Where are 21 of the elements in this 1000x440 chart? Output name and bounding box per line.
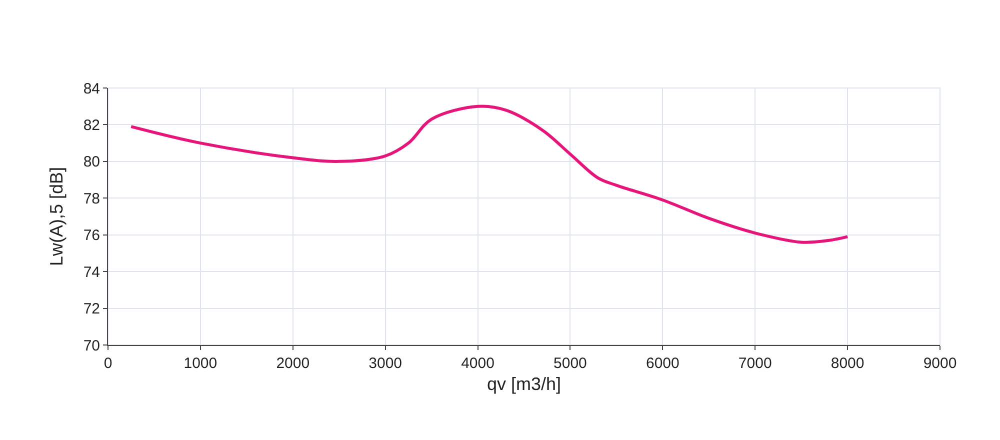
x-tick-label: 3000 [368,355,402,372]
y-tick-label: 74 [83,264,100,281]
x-tick-label: 6000 [646,355,680,372]
y-tick-label: 82 [83,116,100,134]
x-tick-label: 2000 [276,355,310,372]
y-tick-label: 76 [83,227,100,244]
y-tick-label: 84 [83,80,100,98]
y-tick-label: 70 [83,337,100,354]
x-tick-label: 8000 [830,355,864,372]
y-tick-label: 72 [83,300,100,318]
x-tick-label: 5000 [554,355,587,372]
x-tick-label: 7000 [738,355,772,372]
x-axis-title: qv [m3/h] [486,374,562,394]
x-tick-label: 4000 [461,355,494,372]
y-tick-label: 80 [83,154,100,171]
x-tick-label: 9000 [923,355,957,372]
x-tick-label: 1000 [184,355,218,372]
line-series [130,104,850,244]
y-tick-label: 78 [83,190,100,208]
x-tick-label: 0 [104,355,112,372]
y-axis-title: Lw(A),5 [dB] [46,166,67,266]
